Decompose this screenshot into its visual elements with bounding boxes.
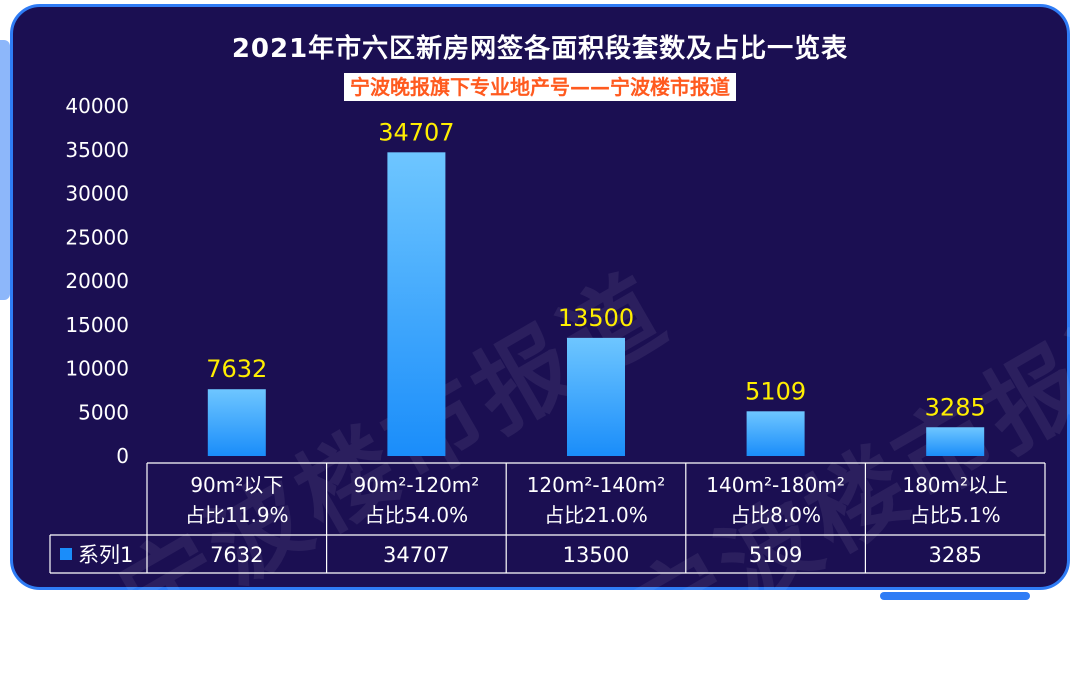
category-label: 占比11.9% (185, 503, 289, 527)
y-tick-label: 15000 (65, 313, 129, 337)
decor-bar-left (0, 40, 10, 300)
chart-frame (10, 4, 1070, 590)
y-axis: 0 5000 10000 15000 20000 25000 30000 35000 40000 (65, 94, 129, 468)
category-label: 占比21.0% (544, 503, 648, 527)
decor-bar-bottom (880, 592, 1030, 600)
y-tick-label: 10000 (65, 357, 129, 381)
legend-label: 系列1 (78, 543, 133, 567)
bar (387, 152, 446, 456)
category-label: 占比8.0% (730, 503, 821, 527)
chart-title: 2021年市六区新房网签各面积段套数及占比一览表 (231, 34, 849, 64)
data-label: 5109 (745, 377, 806, 405)
y-tick-label: 5000 (78, 400, 129, 424)
category-label: 90m²以下 (190, 473, 283, 497)
y-tick-label: 35000 (65, 138, 129, 162)
data-label: 7632 (206, 355, 267, 383)
data-label: 34707 (378, 118, 454, 146)
bar-chart: 0 5000 10000 15000 20000 25000 30000 35000 40000… (49, 94, 1046, 574)
bar (207, 389, 266, 456)
data-label: 13500 (558, 304, 634, 332)
bar (567, 337, 625, 456)
y-tick-label: 20000 (65, 269, 129, 293)
category-label: 180m²以上 (902, 473, 1008, 497)
data-label: 3285 (925, 393, 986, 421)
bar (746, 411, 805, 456)
subtitle-wrap: 宁波晚报旗下专业地产号——宁波楼市报道 (0, 73, 1080, 101)
category-label: 90m²-120m² (353, 473, 479, 497)
category-label: 占比5.1% (910, 503, 1001, 527)
bar (926, 427, 985, 456)
table-value-cell: 7632 (210, 543, 263, 567)
table-value-cell: 3285 (928, 543, 981, 567)
category-label: 120m²-140m² (527, 473, 666, 497)
y-tick-label: 0 (116, 444, 129, 468)
y-tick-label: 30000 (65, 182, 129, 206)
chart-subtitle: 宁波晚报旗下专业地产号——宁波楼市报道 (344, 73, 736, 101)
category-label: 占比54.0% (365, 503, 469, 527)
legend-swatch (60, 548, 72, 560)
bars (207, 152, 985, 456)
category-label: 140m²-180m² (706, 473, 845, 497)
data-labels: 7632 34707 13500 5109 3285 (206, 118, 985, 421)
table-value-cell: 13500 (563, 543, 630, 567)
y-tick-label: 25000 (65, 225, 129, 249)
table-value-cell: 34707 (383, 543, 450, 567)
table-value-cell: 5109 (749, 543, 802, 567)
y-tick-label: 40000 (65, 94, 129, 118)
